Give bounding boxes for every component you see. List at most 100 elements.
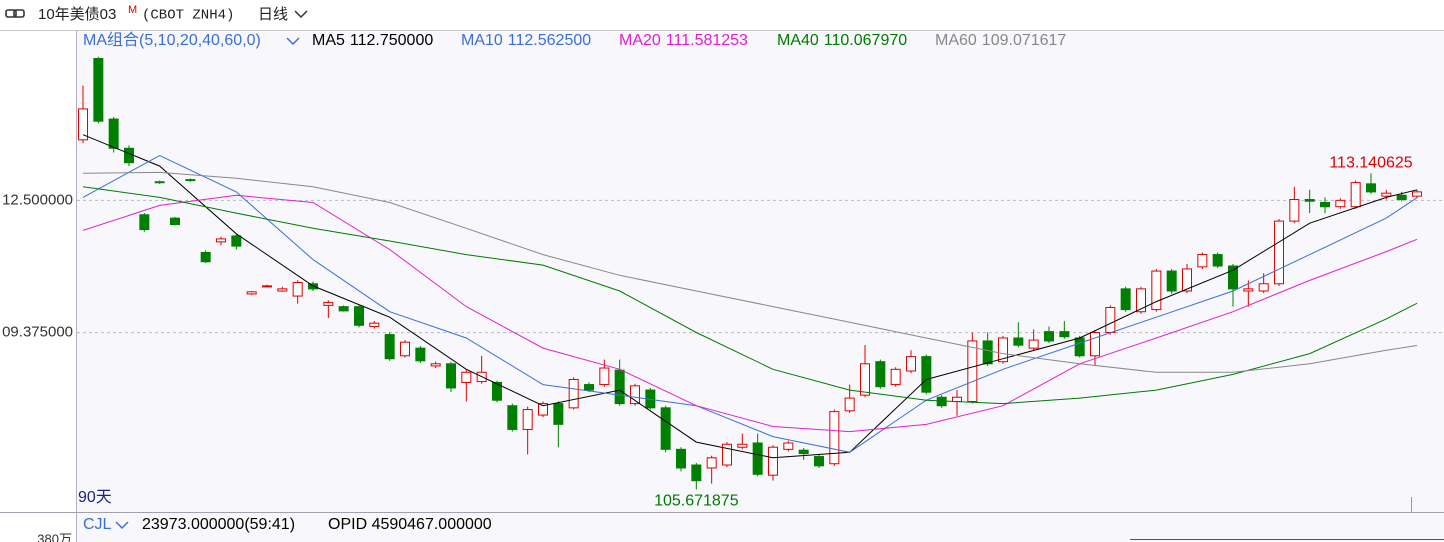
link-icon-right — [13, 9, 25, 18]
ma-line — [82, 134, 1418, 459]
candle-body — [415, 347, 426, 362]
volume-name[interactable]: CJL — [83, 516, 112, 533]
candle-body — [783, 442, 794, 450]
candle — [1044, 326, 1054, 344]
candle — [1105, 305, 1116, 335]
ma-line — [82, 171, 1418, 373]
candle-body — [722, 443, 732, 466]
opid-value: OPID 4590467.000000 — [328, 516, 492, 533]
candle-body — [338, 306, 349, 312]
ma-group-chevron[interactable] — [286, 37, 300, 46]
candle-body — [768, 446, 778, 476]
ma-line — [82, 194, 1418, 433]
candle — [1335, 198, 1346, 209]
legend-entry: MA40 110.067970 — [777, 32, 907, 49]
candle — [1289, 186, 1300, 224]
candle — [1090, 330, 1100, 366]
candle — [338, 305, 349, 312]
candle-body — [814, 456, 824, 467]
candle-body — [860, 363, 870, 396]
candle-body — [246, 291, 257, 295]
link-icon[interactable] — [5, 9, 25, 18]
candle-body — [369, 322, 380, 328]
legend-name: MA60 — [935, 32, 977, 49]
candle — [323, 300, 334, 319]
candle-body — [1059, 331, 1070, 338]
volume-panel — [76, 513, 1444, 542]
candle — [722, 442, 732, 468]
candle — [369, 321, 380, 329]
candle-body — [875, 361, 886, 388]
candle-body — [507, 405, 518, 430]
candle-body — [170, 217, 180, 226]
candle-body — [706, 457, 717, 469]
candle-body — [354, 306, 364, 326]
candle-body — [262, 285, 272, 288]
candle-body — [553, 403, 564, 425]
candle-body — [660, 407, 671, 450]
candle-body — [1228, 265, 1238, 290]
chart-panel — [76, 31, 1444, 512]
candle — [1197, 252, 1208, 269]
legend-value: 109.071617 — [982, 32, 1067, 49]
candle-body — [752, 442, 763, 475]
candle-body — [1289, 199, 1300, 222]
candle-body — [614, 369, 625, 405]
candle — [768, 445, 778, 481]
candle-body — [890, 368, 901, 386]
candle — [124, 145, 134, 167]
period[interactable]: 日线 — [258, 6, 288, 23]
symbol[interactable]: 10年美债03 — [38, 6, 116, 23]
candle — [1028, 329, 1039, 351]
ma-group[interactable]: MA组合(5,10,20,40,60,0) — [83, 31, 261, 49]
volume-chevron[interactable] — [115, 521, 129, 530]
candle-body — [1412, 191, 1422, 197]
price-annotation: 113.140625 — [1329, 154, 1412, 171]
candle-body — [384, 334, 395, 360]
candle-body — [323, 301, 334, 306]
candle-body — [430, 363, 441, 367]
legend-entry: MA60 109.071617 — [935, 32, 1066, 49]
candle — [430, 361, 441, 369]
legend-entry: MA5 112.750000 — [312, 32, 433, 49]
candle — [660, 405, 671, 453]
candle — [78, 85, 88, 144]
candle — [154, 180, 165, 184]
candle — [1350, 180, 1361, 209]
legend-value: 112.562500 — [508, 32, 591, 49]
candle-body — [676, 448, 686, 469]
candle — [906, 350, 916, 374]
legend-name: MA20 — [619, 32, 661, 49]
legend-name: MA5 — [312, 32, 345, 49]
candle — [890, 367, 901, 387]
candle-body — [1304, 199, 1315, 202]
candle-body — [998, 337, 1008, 363]
candle — [1243, 280, 1254, 307]
period-chevron[interactable] — [294, 10, 308, 19]
candle-body — [277, 288, 288, 292]
candle — [921, 354, 932, 395]
link-icon-left — [5, 9, 17, 18]
candle — [1412, 189, 1422, 199]
candle — [1212, 252, 1223, 269]
candle-body — [1335, 199, 1346, 208]
candle-body — [1350, 182, 1361, 208]
candle-body — [492, 381, 502, 401]
candle — [798, 448, 809, 460]
candle-body — [952, 396, 962, 402]
candle — [93, 56, 104, 124]
legend-entry: MA10 112.562500 — [461, 32, 591, 49]
candle — [246, 290, 257, 296]
candle — [706, 455, 717, 484]
candle-body — [139, 214, 150, 231]
candle-body — [400, 341, 410, 357]
candle — [507, 403, 518, 432]
candle — [829, 409, 840, 466]
legend-name: MA10 — [461, 32, 503, 49]
y-tick-label: 09.375000 — [2, 324, 73, 341]
candle — [614, 359, 625, 406]
candle-body — [1028, 339, 1039, 349]
y-tick-label: 12.500000 — [2, 191, 73, 208]
candle — [844, 384, 855, 413]
candle-body — [538, 403, 548, 416]
